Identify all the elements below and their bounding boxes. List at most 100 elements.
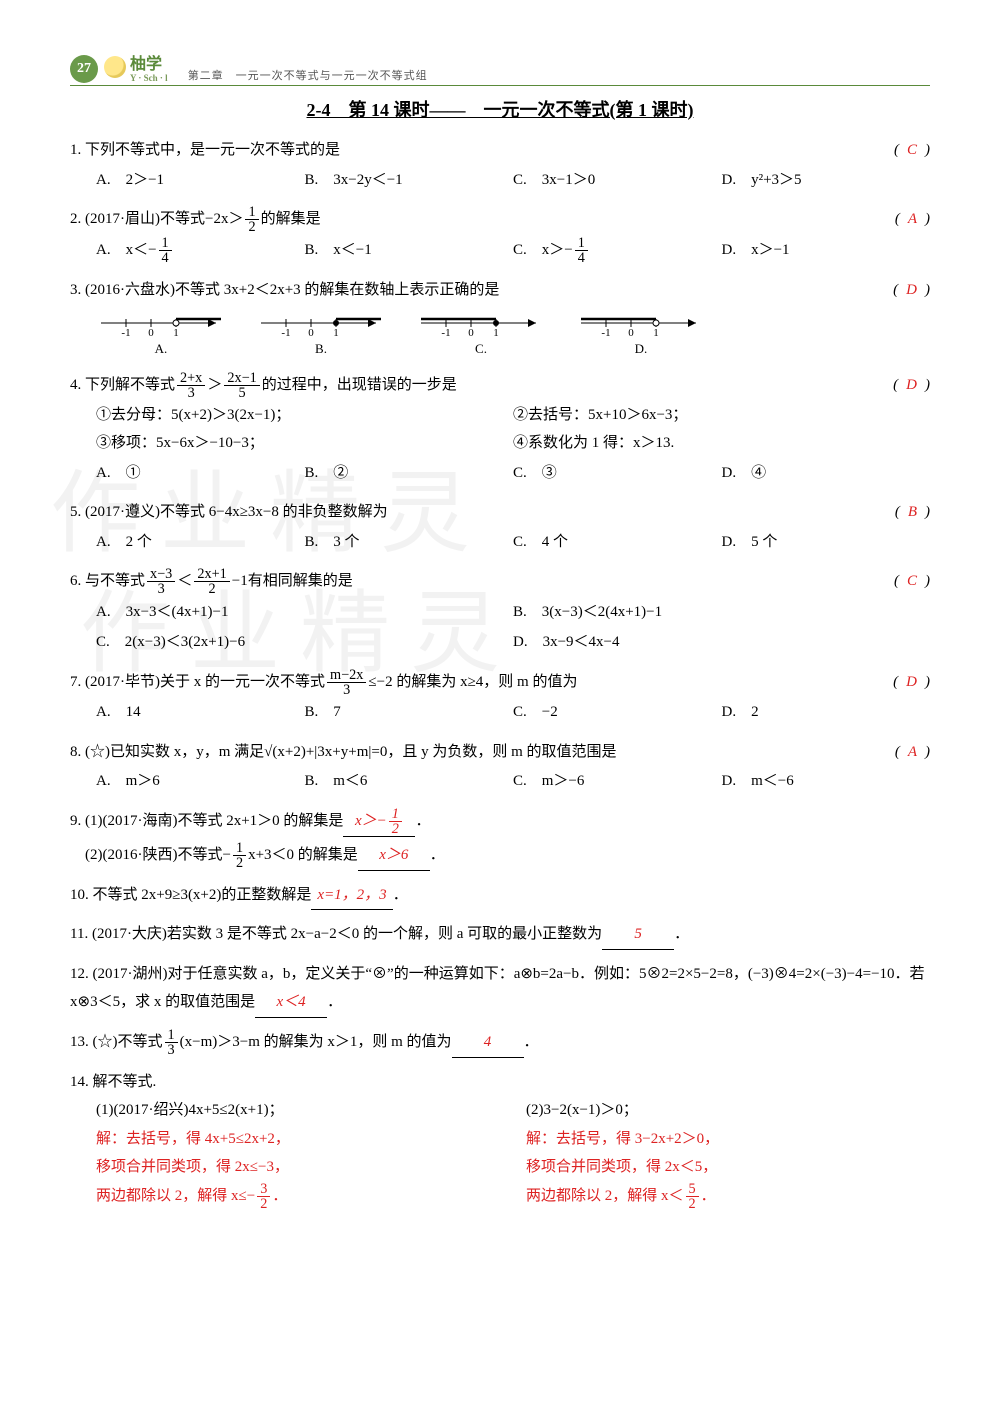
q5-opt-b: B. 3 个	[305, 527, 514, 558]
question-8: 8. (☆)已知实数 x，y，m 满足√(x+2)+|3x+y+m|=0，且 y…	[70, 738, 930, 797]
question-10: 10. 不等式 2x+9≥3(x+2)的正整数解是x=1，2，3．	[70, 881, 930, 911]
q2-opt-b: B. x＜−1	[305, 235, 514, 267]
q2-opt-c: C. x＞−14	[513, 235, 722, 267]
q5-opt-d: D. 5 个	[722, 527, 931, 558]
q13-stem-pre: 13. (☆)不等式	[70, 1034, 163, 1050]
question-6: 6. 与不等式x−33＜2x+12−1有相同解集的是 (C) A. 3x−3＜(…	[70, 567, 930, 658]
question-7: 7. (2017·毕节)关于 x 的一元一次不等式m−2x3≤−2 的解集为 x…	[70, 668, 930, 728]
svg-text:0: 0	[148, 327, 154, 337]
page: 作业精灵 作业精灵 27 柚学 Y · Sch · l 第二章 一元一次不等式与…	[0, 0, 1000, 1245]
q2-opt-d: D. x＞−1	[722, 235, 931, 267]
q1-answer-slot: (C)	[894, 136, 930, 165]
q8-opt-b: B. m＜6	[305, 766, 514, 797]
q4-stem-pre: 4. 下列解不等式	[70, 377, 175, 393]
q7-opt-d: D. 2	[722, 697, 931, 728]
question-14: 14. 解不等式. (1)(2017·绍兴)4x+5≤2(x+1)； 解：去括号…	[70, 1068, 930, 1212]
q4-step2: ②去括号：5x+10＞6x−3；	[513, 401, 930, 430]
q7-opt-b: B. 7	[305, 697, 514, 728]
q8-opt-a: A. m＞6	[96, 766, 305, 797]
page-number-badge: 27	[70, 55, 98, 83]
q5-answer-slot: (B)	[895, 498, 930, 527]
q9-2-stem-post: x+3＜0 的解集是	[248, 847, 358, 863]
svg-text:1: 1	[173, 327, 179, 337]
q4-opt-d: D. ④	[722, 458, 931, 489]
q2-opt-a: A. x＜−14	[96, 235, 305, 267]
q6-opt-b: B. 3(x−3)＜2(4x+1)−1	[513, 597, 930, 628]
q4-opt-a: A. ①	[96, 458, 305, 489]
q1-opt-b: B. 3x−2y＜−1	[305, 165, 514, 196]
q6-answer-slot: (C)	[894, 567, 930, 596]
q3-nline-d: -101 D.	[576, 309, 706, 362]
question-12: 12. (2017·湖州)对于任意实数 a，b，定义关于“⊗”的一种运算如下：a…	[70, 960, 930, 1018]
q3-nline-c: -101 C.	[416, 309, 546, 362]
question-11: 11. (2017·大庆)若实数 3 是不等式 2x−a−2＜0 的一个解，则 …	[70, 920, 930, 950]
q7-options: A. 14 B. 7 C. −2 D. 2	[96, 697, 930, 728]
svg-text:-1: -1	[281, 327, 290, 337]
logo-subtext: Y · Sch · l	[130, 74, 168, 83]
q1-opt-d: D. y²+3＞5	[722, 165, 931, 196]
q6-stem-pre: 6. 与不等式	[70, 573, 145, 589]
q4-step4: ④系数化为 1 得：x＞13.	[513, 429, 930, 458]
svg-text:0: 0	[468, 327, 474, 337]
q5-stem: 5. (2017·遵义)不等式 6−4x≥3x−8 的非负整数解为	[70, 504, 388, 520]
question-9: 9. (1)(2017·海南)不等式 2x+1＞0 的解集是x＞−12． (2)…	[70, 807, 930, 871]
q13-blank: 4	[452, 1028, 524, 1058]
q4-stem-post: 的过程中，出现错误的一步是	[262, 377, 457, 393]
q14-2-sol: 解：去括号，得 3−2x+2＞0， 移项合并同类项，得 2x＜5， 两边都除以 …	[526, 1125, 930, 1212]
q3-nline-a: -101 A.	[96, 309, 226, 362]
q14-1-sol: 解：去括号，得 4x+5≤2x+2， 移项合并同类项，得 2x≤−3， 两边都除…	[96, 1125, 500, 1212]
q4-answer-slot: (D)	[893, 371, 930, 400]
q5-opt-a: A. 2 个	[96, 527, 305, 558]
q4-steps: ①去分母：5(x+2)＞3(2x−1)； ③移项：5x−6x＞−10−3； ②去…	[96, 401, 930, 458]
svg-text:-1: -1	[601, 327, 610, 337]
logo-text: 柚学	[130, 56, 162, 73]
svg-text:1: 1	[493, 327, 499, 337]
q1-opt-c: C. 3x−1＞0	[513, 165, 722, 196]
chapter-title: 第二章 一元一次不等式与一元一次不等式组	[188, 67, 428, 83]
q8-opt-c: C. m＞−6	[513, 766, 722, 797]
question-13: 13. (☆)不等式13(x−m)＞3−m 的解集为 x＞1，则 m 的值为4．	[70, 1028, 930, 1058]
q4-step1: ①去分母：5(x+2)＞3(2x−1)；	[96, 401, 513, 430]
q13-stem-post: (x−m)＞3−m 的解集为 x＞1，则 m 的值为	[180, 1034, 452, 1050]
fraction: 12	[245, 205, 258, 235]
q10-blank: x=1，2，3	[311, 881, 392, 911]
q5-opt-c: C. 4 个	[513, 527, 722, 558]
q1-opt-a: A. 2＞−1	[96, 165, 305, 196]
pomelo-icon	[104, 56, 126, 78]
q4-opt-b: B. ②	[305, 458, 514, 489]
q4-options: A. ① B. ② C. ③ D. ④	[96, 458, 930, 489]
lesson-title: 2-4 第 14 课时—— 一元一次不等式(第 1 课时)	[70, 96, 930, 122]
q6-opt-d: D. 3x−9＜4x−4	[513, 627, 930, 658]
q5-options: A. 2 个 B. 3 个 C. 4 个 D. 5 个	[96, 527, 930, 558]
question-5: 5. (2017·遵义)不等式 6−4x≥3x−8 的非负整数解为 (B) A.…	[70, 498, 930, 557]
page-header: 27 柚学 Y · Sch · l 第二章 一元一次不等式与一元一次不等式组	[70, 50, 930, 86]
q7-stem-post: ≤−2 的解集为 x≥4，则 m 的值为	[368, 674, 577, 690]
q4-opt-c: C. ③	[513, 458, 722, 489]
q12-stem: 12. (2017·湖州)对于任意实数 a，b，定义关于“⊗”的一种运算如下：a…	[70, 966, 925, 1011]
svg-text:-1: -1	[121, 327, 130, 337]
q8-answer-slot: (A)	[895, 738, 930, 767]
q14-1-q: (1)(2017·绍兴)4x+5≤2(x+1)；	[96, 1096, 500, 1125]
q3-answer-slot: (D)	[893, 276, 930, 305]
q6-options: A. 3x−3＜(4x+1)−1 B. 3(x−3)＜2(4x+1)−1 C. …	[96, 597, 930, 658]
q9-1-stem: 9. (1)(2017·海南)不等式 2x+1＞0 的解集是	[70, 813, 343, 829]
q4-step3: ③移项：5x−6x＞−10−3；	[96, 429, 513, 458]
q8-options: A. m＞6 B. m＜6 C. m＞−6 D. m＜−6	[96, 766, 930, 797]
q6-opt-c: C. 2(x−3)＜3(2x+1)−6	[96, 627, 513, 658]
q9-2-stem-pre: (2)(2016·陕西)不等式−	[70, 847, 231, 863]
q3-nline-b: -101 B.	[256, 309, 386, 362]
q6-stem-post: −1有相同解集的是	[232, 573, 353, 589]
q9-2-blank: x＞6	[358, 841, 430, 871]
logo: 柚学 Y · Sch · l	[104, 50, 168, 83]
q3-numberlines: -101 A. -101 B. -101 C. -101 D.	[96, 309, 930, 362]
q1-options: A. 2＞−1 B. 3x−2y＜−1 C. 3x−1＞0 D. y²+3＞5	[96, 165, 930, 196]
q14-head: 14. 解不等式.	[70, 1068, 930, 1097]
q2-stem-pre: 2. (2017·眉山)不等式−2x＞	[70, 211, 243, 227]
svg-text:0: 0	[628, 327, 634, 337]
q2-stem-post: 的解集是	[261, 211, 321, 227]
q10-stem: 10. 不等式 2x+9≥3(x+2)的正整数解是	[70, 887, 311, 903]
q9-1-blank: x＞−12	[343, 807, 415, 838]
svg-text:1: 1	[653, 327, 659, 337]
q1-stem: 1. 下列不等式中，是一元一次不等式的是	[70, 142, 340, 158]
q2-answer-slot: (A)	[895, 205, 930, 234]
